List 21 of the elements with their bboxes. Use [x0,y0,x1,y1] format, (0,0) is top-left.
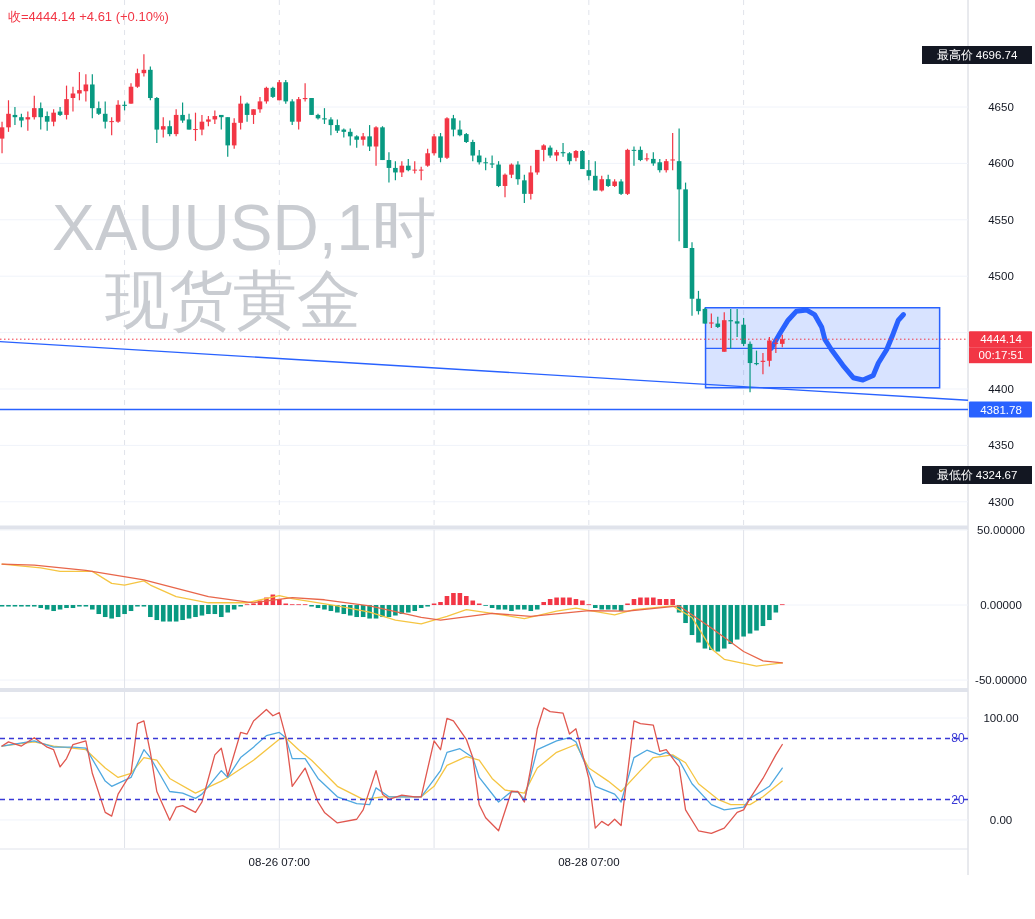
y-tick-label: 0.00 [989,813,1013,826]
y-tick-label: 100.00 [983,712,1019,724]
x-tick-label: 08-28 07:00 [558,856,620,868]
y-tick-label: 0.00000 [980,599,1022,612]
ref-line-label: 80 [951,731,965,746]
y-tick-label: -50.00000 [975,674,1027,687]
annotation: 收=4444.14 +4.61 (+0.10%) [8,9,169,24]
y-tick-label: 50.00000 [977,524,1025,536]
ref-line-label: 4444.14 [980,333,1023,346]
y-tick-label: 4400 [988,382,1014,395]
y-tick-label: 4600 [988,157,1014,170]
y-tick-label: 4350 [988,439,1014,452]
y-tick-label: 4500 [988,270,1014,283]
annotation: 最高价 4696.74 [936,48,1018,61]
y-tick-label: 4300 [988,495,1014,508]
y-tick-label: 4550 [988,213,1014,226]
ref-line-label: 4381.78 [980,403,1022,416]
y-tick-label: 4650 [988,101,1014,114]
x-tick-label: 08-26 07:00 [248,856,311,868]
annotation: 最低价 4324.67 [936,469,1018,481]
text: 00:17:51 [978,349,1024,362]
